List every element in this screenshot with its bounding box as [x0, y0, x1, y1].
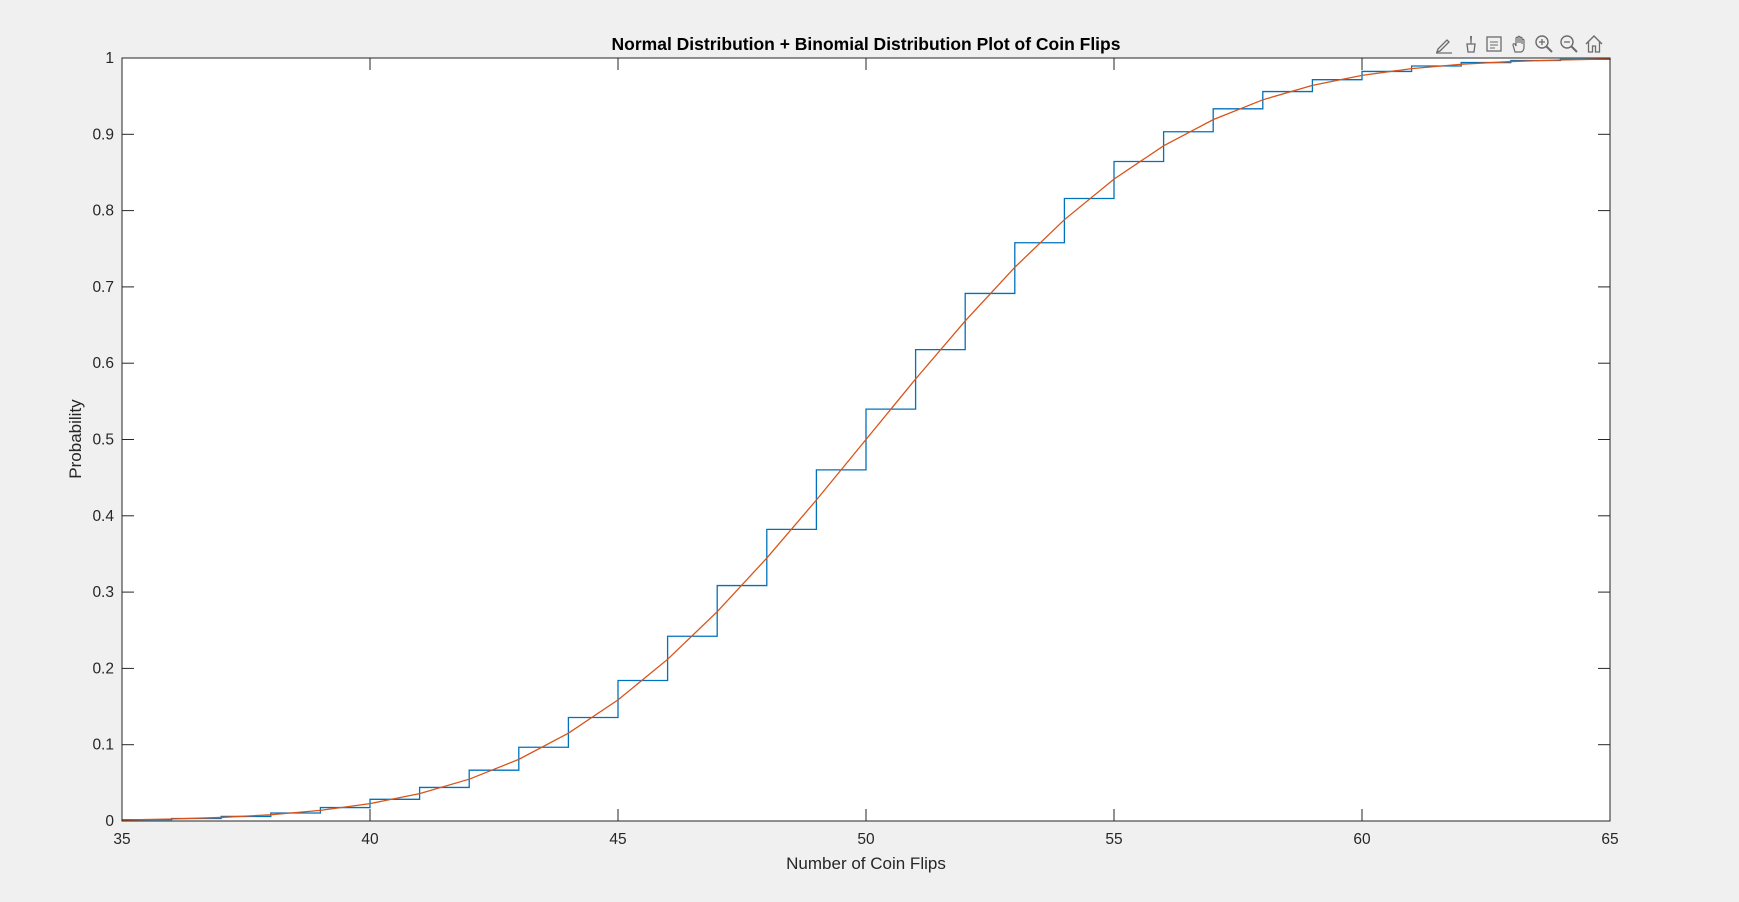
y-tick-label: 0.8: [92, 203, 114, 220]
x-tick-label: 40: [361, 831, 379, 848]
brush-button[interactable]: [1457, 32, 1480, 56]
y-tick-label: 0.4: [92, 508, 114, 525]
zoom-out-button[interactable]: [1557, 32, 1580, 56]
y-tick-label: 0.6: [92, 355, 114, 372]
chart-title: Normal Distribution + Binomial Distribut…: [612, 34, 1121, 54]
binomial-stairs-series[interactable]: [122, 58, 1611, 821]
y-tick-label: 0.3: [92, 584, 114, 601]
y-tick-label: 0.7: [92, 279, 114, 296]
y-tick-label: 0.2: [92, 660, 114, 677]
x-axis-label: Number of Coin Flips: [786, 854, 946, 873]
data-tips-button[interactable]: [1482, 32, 1505, 56]
datatip-icon: [1485, 36, 1502, 52]
y-tick-label: 0: [105, 813, 114, 830]
series-layer: [121, 58, 1611, 821]
zoom-out-icon: [1559, 35, 1578, 53]
brush-icon: [1465, 36, 1476, 53]
home-icon: [1585, 35, 1602, 53]
axes-toolbar: [1432, 32, 1605, 56]
zoom-in-icon: [1534, 35, 1553, 53]
normal-cdf-series[interactable]: [121, 58, 1611, 821]
x-axis: 35 40 45 50 55 60 65: [113, 58, 1619, 848]
y-tick-label: 0.5: [92, 432, 114, 449]
x-tick-label: 55: [1105, 831, 1122, 848]
pan-hand-icon: [1511, 35, 1525, 53]
restore-view-button[interactable]: [1582, 32, 1605, 56]
y-axis: 0 0.1 0.2 0.3 0.4 0.5 0.6 0.7 0.8 0.9 1: [92, 50, 1610, 830]
edit-plot-button[interactable]: [1432, 32, 1455, 56]
zoom-in-button[interactable]: [1532, 32, 1555, 56]
x-tick-label: 60: [1353, 831, 1371, 848]
edit-icon: [1435, 39, 1452, 54]
x-tick-label: 45: [609, 831, 626, 848]
x-tick-label: 50: [857, 831, 875, 848]
y-tick-label: 0.9: [92, 126, 114, 143]
y-axis-label: Probability: [66, 399, 85, 479]
x-tick-label: 65: [1601, 831, 1618, 848]
y-tick-label: 0.1: [92, 737, 114, 754]
pan-button[interactable]: [1507, 32, 1530, 56]
y-tick-label: 1: [105, 50, 114, 67]
x-tick-label: 35: [113, 831, 130, 848]
